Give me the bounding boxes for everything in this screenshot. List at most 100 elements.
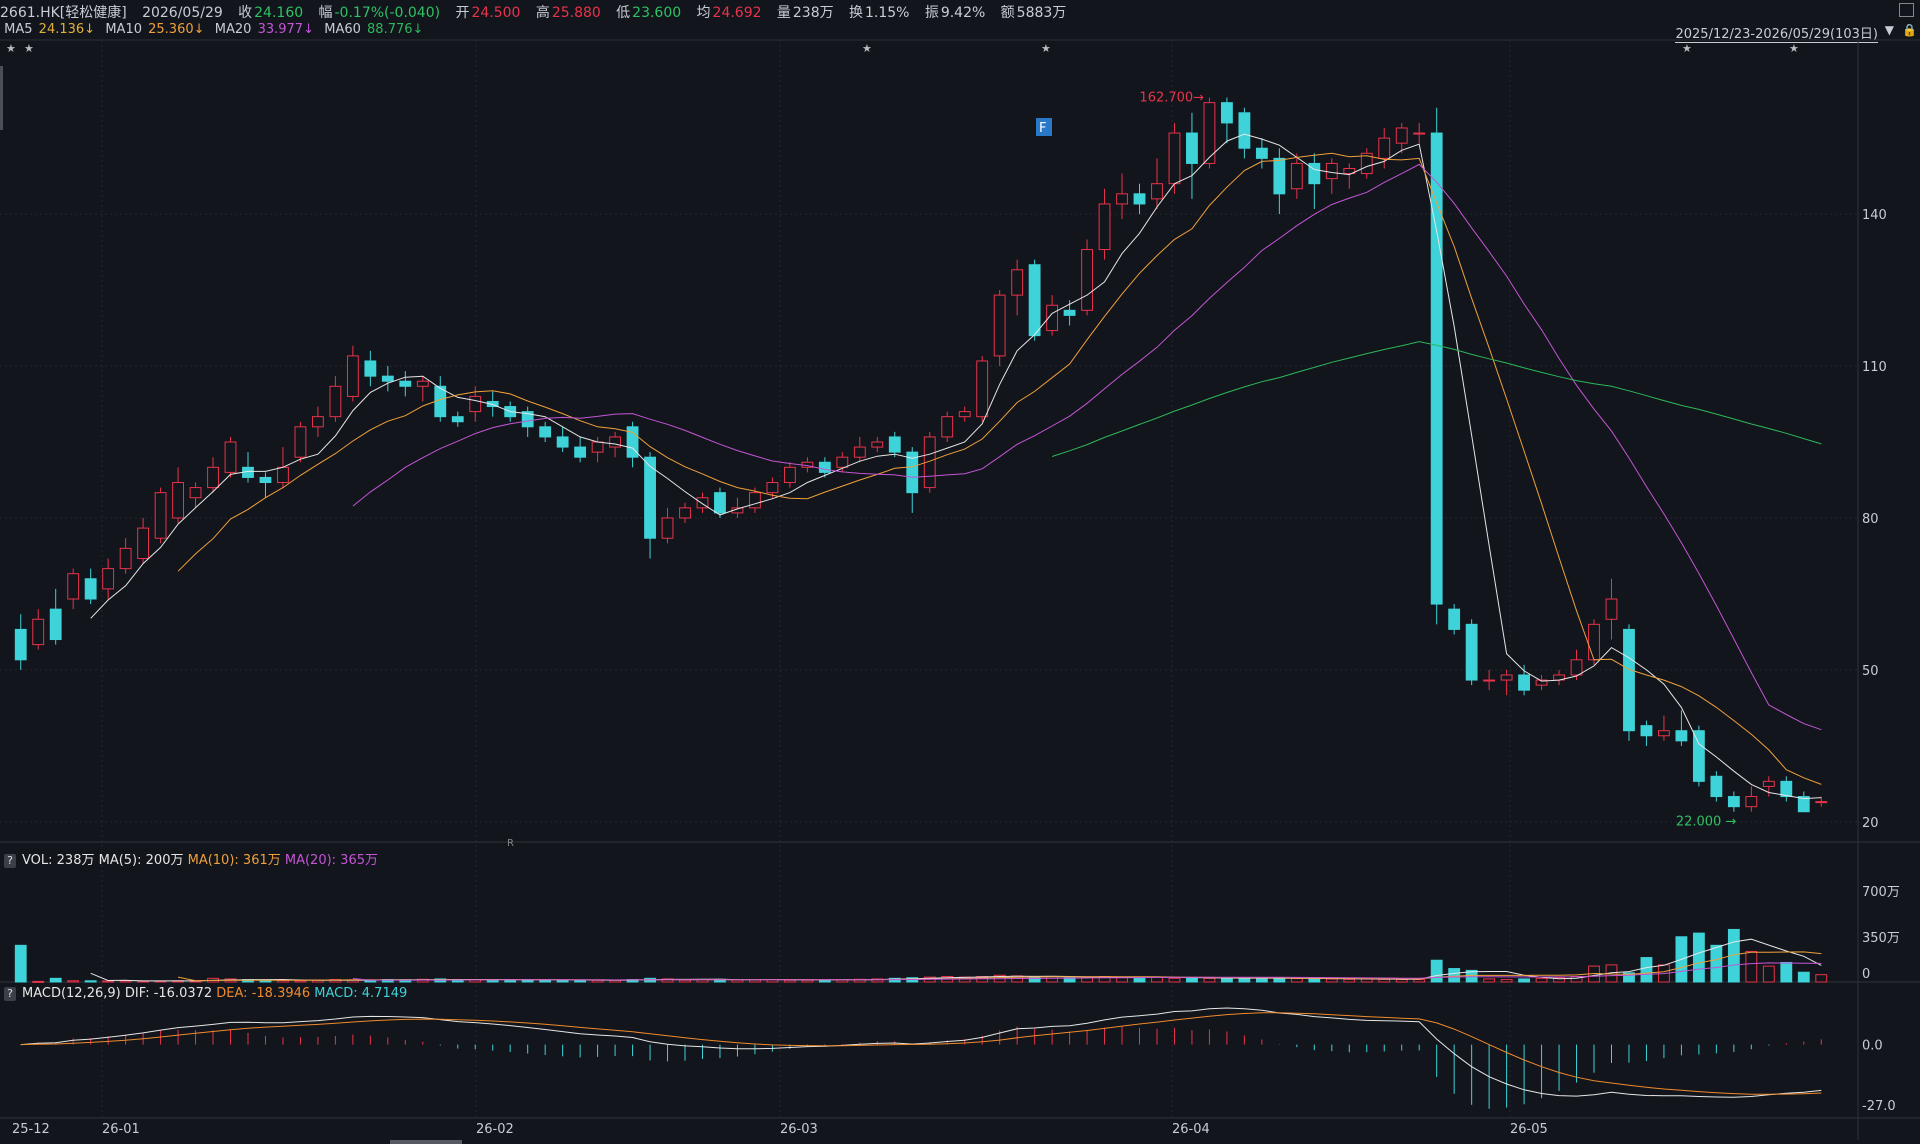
help-icon[interactable]: ?	[4, 854, 16, 868]
candle-body	[1098, 203, 1111, 251]
candle-body	[539, 426, 552, 438]
ma20-line	[352, 163, 1822, 731]
ma20-label: MA20	[214, 22, 252, 37]
candle-body	[871, 441, 884, 448]
macd-panel-title: ? MACD(12,26,9) DIF: -16.0372 DEA: -18.39…	[4, 986, 407, 1001]
volume-bar	[1483, 978, 1496, 983]
candle-body	[207, 466, 219, 489]
candle-body	[84, 578, 97, 600]
volume-bar	[1273, 977, 1286, 983]
vol-panel-title: ? VOL: 238万 MA(5): 200万 MA(10): 361万 MA(2…	[4, 849, 378, 868]
candle-body	[294, 426, 307, 458]
volume-bar	[1692, 932, 1705, 983]
low-label: 低	[616, 5, 631, 21]
layout-icon[interactable]	[1899, 3, 1914, 17]
volume-bar	[1762, 965, 1775, 983]
candle-body	[259, 476, 272, 484]
volume-bar	[32, 980, 45, 983]
vol-ma20-line	[352, 962, 1822, 981]
ma60-value: 88.776↓	[367, 22, 424, 37]
avg-value: 24.692	[712, 5, 762, 21]
volume-bar	[1290, 978, 1303, 983]
volume-bar	[1186, 977, 1198, 983]
amp-label: 振	[924, 5, 939, 21]
vol-ma20: MA(20): 365万	[284, 853, 378, 868]
star-marker-icon: ★	[1789, 42, 1799, 55]
ma10-line	[177, 152, 1822, 785]
high-annotation: 162.700→	[1139, 91, 1204, 106]
scrollbar-thumb[interactable]	[390, 1140, 462, 1144]
candle-body	[311, 416, 324, 428]
lock-icon[interactable]: 🔒	[1902, 23, 1917, 37]
candle-body	[836, 456, 849, 468]
volume-bar	[294, 980, 307, 983]
help-icon[interactable]: ?	[4, 987, 16, 1001]
candle-body	[1133, 193, 1146, 205]
candle-body	[172, 482, 184, 519]
avg-label: 均	[696, 5, 711, 21]
event-marker-label: F	[1039, 121, 1046, 136]
candle-body	[1255, 147, 1268, 159]
volume-bar	[1535, 977, 1548, 983]
volume-bar	[67, 980, 80, 983]
ma20-value: 33.977↓	[257, 22, 314, 37]
vol-value: 238万	[792, 5, 834, 21]
quote-info-bar: 2661.HK[轻松健康] 2026/05/29 收 24.160 幅 -0.17%…	[0, 2, 1920, 22]
candle-body	[1727, 796, 1740, 808]
volume-bar	[1448, 968, 1461, 983]
volume-bar	[1710, 944, 1723, 983]
volume-bar	[14, 944, 27, 983]
candle-body	[1011, 269, 1024, 296]
change-label: 幅	[318, 5, 333, 21]
candle-body	[189, 487, 202, 499]
volume-bar	[556, 979, 569, 983]
date-tick: 26-04	[1172, 1122, 1210, 1137]
volume-bar	[1640, 957, 1653, 983]
volume-bar	[801, 979, 814, 983]
candle-body	[1413, 132, 1426, 135]
candle-body	[1780, 780, 1793, 798]
high-value: 25.880	[551, 5, 601, 21]
date-range-selector[interactable]: 2025/12/23-2026/05/29(103日)	[1675, 23, 1878, 43]
candle-body	[941, 416, 954, 438]
volume-bar	[1465, 969, 1478, 983]
volume-bar	[1325, 978, 1338, 983]
star-marker-icon: ★	[862, 42, 872, 55]
candle-body	[49, 608, 62, 641]
candle-body	[1762, 780, 1775, 787]
candle-body	[609, 436, 622, 448]
candle-body	[1203, 102, 1216, 164]
ma60-line	[1051, 341, 1822, 457]
price-tick-label: 140	[1862, 208, 1887, 223]
candle-body	[137, 527, 150, 559]
volume-bar	[102, 980, 115, 983]
low-annotation: 22.000 →	[1676, 815, 1737, 830]
candle-body	[1360, 152, 1373, 175]
candle-body	[766, 482, 779, 494]
candle-body	[1343, 167, 1356, 175]
volume-bar	[1553, 977, 1565, 983]
candle-body	[1465, 623, 1478, 681]
candle-body	[626, 426, 639, 458]
candle-body	[1710, 775, 1723, 798]
candle-body	[1500, 674, 1513, 681]
date-label: 2026/05/29	[142, 5, 223, 21]
scroll-handle[interactable]	[0, 66, 3, 130]
candle-body	[346, 355, 359, 397]
candle-body	[906, 451, 919, 494]
caret-down-icon[interactable]: ▼	[1884, 23, 1894, 37]
price-tick-label: 80	[1862, 512, 1879, 527]
candle-body	[1797, 796, 1810, 813]
volume-bar	[277, 980, 289, 983]
candle-body	[714, 492, 726, 514]
candle-body	[1588, 623, 1600, 661]
volume-bar	[888, 977, 901, 983]
volume-bar	[679, 979, 691, 983]
candle-body	[1046, 304, 1059, 332]
volume-bar	[1745, 950, 1758, 983]
vol-title: VOL: 238万	[22, 853, 95, 868]
candle-body	[1605, 598, 1618, 620]
symbol-label[interactable]: 2661.HK[轻松健康]	[0, 5, 127, 21]
date-tick: 26-02	[476, 1122, 514, 1137]
